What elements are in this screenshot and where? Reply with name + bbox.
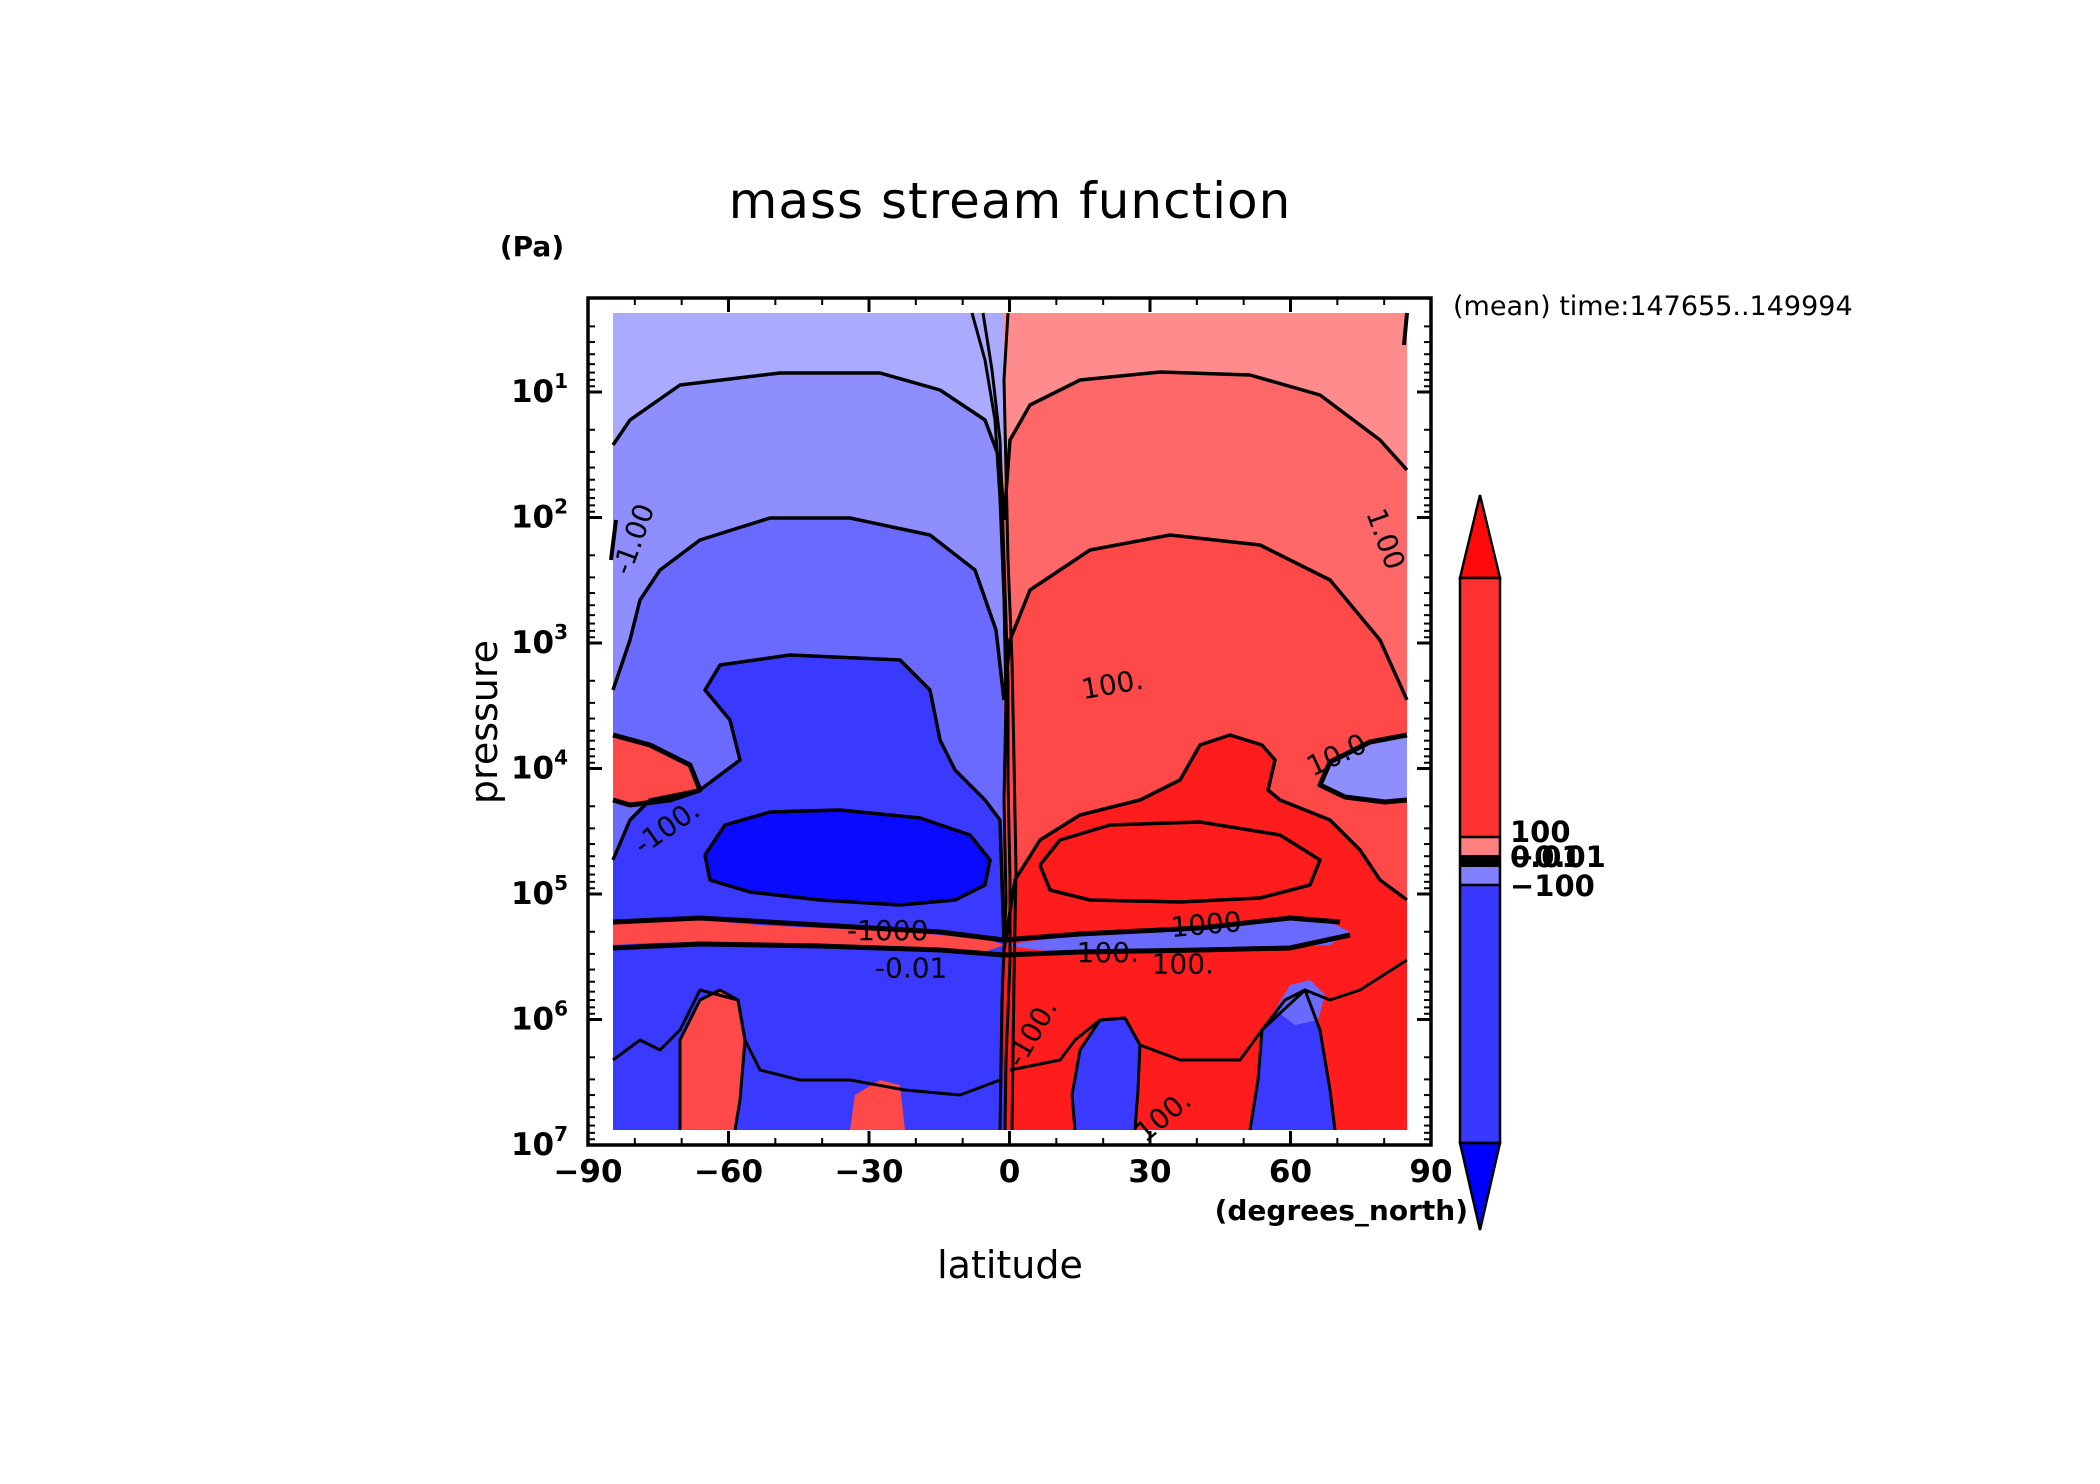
neg-surface-cell-3	[1072, 1018, 1140, 1130]
time-annotation: (mean) time:147655..149994	[1453, 291, 1853, 322]
x-tick-label: 30	[1128, 1154, 1171, 1190]
y-axis: 101 102 103 104 105 106 107	[511, 325, 1431, 1163]
contour-surface-cell-nh1	[1070, 1016, 1142, 1131]
contour-equator-a	[970, 312, 1008, 1131]
x-tick-label: −90	[553, 1154, 622, 1190]
x-tick-label: 90	[1409, 1154, 1452, 1190]
y-tick-label: 106	[511, 997, 568, 1038]
pos-surface-cell-1	[680, 990, 745, 1130]
neg-core-min	[705, 810, 990, 905]
y-tick-label: 101	[511, 369, 568, 410]
y-tick-label: 107	[511, 1122, 568, 1163]
colorbar-segment	[1460, 578, 1500, 837]
pos-surface-cell-3	[1360, 1100, 1407, 1130]
contour-fills	[613, 313, 1407, 1130]
contour-neg-1000	[611, 653, 1006, 941]
colorbar-segment	[1460, 837, 1500, 857]
contour-surface-b	[1009, 958, 1408, 1072]
contour-equator-b	[981, 312, 1012, 1131]
contour-pos-10	[1002, 370, 1409, 521]
pos-layer-band	[613, 918, 1004, 952]
contour-pos-100	[1002, 533, 1409, 701]
colorbar-segment	[1460, 885, 1500, 1143]
pos-core-max	[1040, 822, 1320, 902]
pos-surface-cell-2	[850, 1080, 905, 1130]
contour-equator-c	[1002, 312, 1018, 1131]
contour-pos-core	[1038, 820, 1322, 904]
neg-surface-cell-1	[775, 1105, 830, 1130]
contour-highlat-nh	[1317, 732, 1408, 805]
pos-highlat-patch	[613, 735, 700, 805]
colorbar-arrow-top	[1458, 494, 1502, 580]
contour-pos1-edge	[1402, 312, 1409, 346]
x-tick-label: 0	[999, 1154, 1021, 1190]
contour-label: 1000	[1169, 905, 1243, 944]
colorbar-label: 0.01	[1510, 840, 1582, 874]
colorbar-label: 100	[1510, 815, 1571, 849]
colorbar-label: −0.01	[1510, 840, 1606, 874]
colorbar-label: −100	[1510, 869, 1595, 903]
neg-surface-cell-4	[1250, 990, 1335, 1130]
contour-lines	[609, 312, 1409, 1131]
y-axis-label: pressure	[462, 640, 506, 804]
y-tick-label: 105	[511, 871, 568, 912]
contour-label: -0.01	[875, 952, 947, 985]
chart-title: mass stream function	[729, 172, 1292, 230]
y-units-label: (Pa)	[500, 230, 564, 263]
neg-highlat-patch	[1320, 735, 1407, 802]
colorbar: 1000.01−0.01−100	[1458, 494, 1606, 1231]
y-tick-label: 104	[511, 746, 568, 787]
x-units-label: (degrees_north)	[1215, 1194, 1468, 1227]
y-tick-label: 102	[511, 495, 568, 536]
x-axis-label: latitude	[937, 1243, 1083, 1287]
x-tick-label: 60	[1269, 1154, 1312, 1190]
contour-label: -1000	[847, 914, 928, 947]
neg-surface-cell-2	[910, 1100, 985, 1130]
contour-neg-10	[611, 371, 1006, 521]
contour-label: 100.	[1077, 936, 1139, 969]
y-tick-label: 103	[511, 620, 568, 661]
neg-layer-band	[1004, 920, 1350, 953]
contour-surface-cell-sh1	[678, 988, 747, 1131]
contour-pos-1000	[1002, 733, 1409, 951]
contour-surface-cell-nh2	[1248, 988, 1337, 1131]
x-tick-label: −60	[694, 1154, 763, 1190]
colorbar-segment	[1460, 865, 1500, 885]
contour-neg1-edge	[609, 519, 618, 561]
contour-label: 100.	[1152, 947, 1214, 980]
contour-highlat-sh	[612, 732, 703, 808]
contour-neg-core	[703, 808, 992, 907]
x-tick-label: −30	[834, 1154, 903, 1190]
contour-neg-100	[611, 516, 1006, 701]
